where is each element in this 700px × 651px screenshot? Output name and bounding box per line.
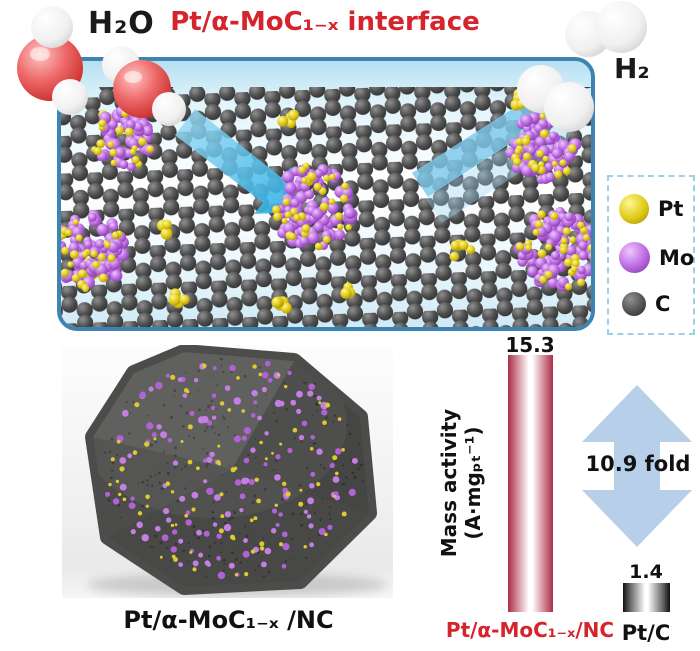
interface-illustration-panel bbox=[57, 57, 595, 331]
nanoparticle-caption: Pt/α-MoC₁₋ₓ /NC bbox=[123, 606, 334, 634]
bar-ptmoc bbox=[508, 355, 553, 612]
water-input-arrow-icon bbox=[175, 109, 300, 214]
legend-item-mo: Mo bbox=[619, 242, 695, 274]
h2-label: H₂ bbox=[614, 52, 650, 85]
bar-ptc bbox=[623, 583, 670, 612]
mo-atom-icon bbox=[619, 242, 650, 274]
fold-annotation: 10.9 fold bbox=[585, 452, 691, 476]
y-axis-label: Mass activity (A·mgₚₜ⁻¹) bbox=[437, 408, 485, 558]
fold-arrow-icon bbox=[582, 385, 692, 547]
legend-label-c: C bbox=[655, 291, 671, 316]
category-label-ptmoc: Pt/α-MoC₁₋ₓ/NC bbox=[445, 618, 615, 642]
category-label-ptc: Pt/C bbox=[621, 621, 671, 645]
c-atom-icon bbox=[622, 291, 646, 316]
graphene-illustration bbox=[61, 87, 591, 327]
h2o-label: H₂O bbox=[88, 6, 155, 41]
legend-label-mo: Mo bbox=[659, 245, 695, 270]
nanoparticle-polyhedron bbox=[85, 344, 387, 597]
bar-value-ptc: 1.4 bbox=[629, 561, 663, 583]
nanoparticle-figure bbox=[62, 344, 393, 598]
bar-value-ptmoc: 15.3 bbox=[505, 333, 555, 357]
hydrogen-molecule-icon bbox=[565, 1, 647, 57]
pt-atom-icon bbox=[619, 194, 649, 225]
atom-legend: Pt Mo C bbox=[607, 175, 695, 335]
legend-item-pt: Pt bbox=[619, 194, 693, 225]
legend-label-pt: Pt bbox=[658, 197, 684, 222]
nanoparticle-speckles bbox=[103, 357, 365, 580]
legend-item-c: C bbox=[619, 291, 693, 316]
page-title: Pt/α-MoC₁₋ₓ interface bbox=[170, 7, 480, 37]
